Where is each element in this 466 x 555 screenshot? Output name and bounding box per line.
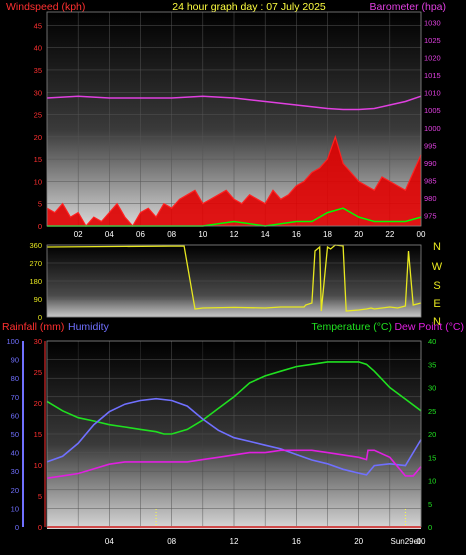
humidity-y-tick: 20 (11, 486, 19, 495)
baro-y-tick: 1005 (424, 106, 441, 115)
direction-panel-border (46, 244, 422, 318)
compass-e: E (433, 298, 440, 310)
wind-y-tick: 45 (34, 21, 42, 30)
temp-x-tick: 04 (105, 537, 114, 546)
temperature-chart: 0 10 20 30 40 50 60 70 80 90 100 0 5 10 15 20 25 30 0 5 10 15… (6, 337, 436, 546)
humidity-y-tick: 100 (6, 337, 19, 346)
header-barometer-label: Barometer (hpa) (370, 1, 446, 13)
rain-y-tick: 0 (38, 523, 42, 532)
baro-y-tick: 990 (424, 159, 437, 168)
baro-y-tick: 1015 (424, 71, 441, 80)
baro-y-tick: 985 (424, 176, 437, 185)
direction-y-tick: 0 (38, 313, 42, 322)
dewpoint-axis-title: Dew Point (°C) (394, 321, 464, 333)
wind-x-tick: 04 (105, 230, 114, 239)
wind-y-tick: 35 (34, 66, 42, 75)
wind-x-tick: 14 (261, 230, 270, 239)
baro-y-tick: 980 (424, 194, 437, 203)
wind-x-tick: 06 (136, 230, 145, 239)
direction-y-tick: 360 (29, 241, 42, 250)
wind-direction-line (46, 244, 422, 312)
temp-y-tick: 15 (428, 453, 436, 462)
humidity-y-tick: 90 (11, 356, 19, 365)
rain-y-tick: 25 (34, 368, 42, 377)
temp-y-tick: 40 (428, 337, 436, 346)
wind-x-tick: 10 (198, 230, 207, 239)
wind-y-tick: 30 (34, 88, 42, 97)
humidity-y-tick: 60 (11, 411, 19, 420)
humidity-line (46, 397, 422, 476)
wind-x-tick: 20 (354, 230, 363, 239)
temperature-axis-title: Temperature (°C) (311, 321, 392, 333)
wind-x-tick: 16 (292, 230, 301, 239)
temp-y-tick: 0 (428, 523, 432, 532)
wind-x-tick: 12 (230, 230, 239, 239)
barometer-line (46, 95, 422, 111)
dewpoint-line (46, 449, 422, 479)
wind-x-tick: 00 (417, 230, 426, 239)
wind-chart: 0510152025303540459759809859909951000100… (34, 11, 441, 239)
humidity-axis-title: Humidity (68, 321, 110, 333)
baro-y-tick: 1010 (424, 89, 441, 98)
compass-w: W (432, 261, 443, 273)
temperature-panel-border (46, 340, 422, 528)
baro-y-tick: 1030 (424, 19, 441, 28)
direction-chart: 0 90 180 270 360 (29, 241, 422, 322)
special-x-label: Sun29et (391, 537, 422, 546)
temp-y-tick: 25 (428, 407, 436, 416)
rain-y-tick: 30 (34, 337, 42, 346)
rain-y-tick: 10 (34, 461, 42, 470)
baro-y-tick: 975 (424, 211, 437, 220)
wind-panel-border (46, 11, 422, 227)
temp-x-tick: 08 (167, 537, 176, 546)
baro-y-tick: 1025 (424, 36, 441, 45)
compass-n-top: N (433, 241, 441, 253)
temp-x-tick: 16 (292, 537, 301, 546)
wind-y-tick: 20 (34, 133, 42, 142)
baro-y-tick: 1000 (424, 124, 441, 133)
humidity-y-tick: 30 (11, 467, 19, 476)
humidity-y-tick: 50 (11, 430, 19, 439)
temp-x-tick: 20 (354, 537, 363, 546)
compass-s: S (433, 280, 440, 292)
baro-y-tick: 1020 (424, 54, 441, 63)
rainfall-axis-title: Rainfall (mm) (2, 321, 64, 333)
temp-x-tick: 12 (230, 537, 239, 546)
baro-y-tick: 995 (424, 141, 437, 150)
temp-y-tick: 5 (428, 500, 432, 509)
humidity-y-tick: 10 (11, 504, 19, 513)
temp-x-tick: 00 (417, 537, 426, 546)
header-date-title: 24 hour graph day : 07 July 2025 (172, 1, 326, 13)
wind-y-tick: 15 (34, 155, 42, 164)
humidity-y-tick: 80 (11, 374, 19, 383)
wind-x-tick: 02 (74, 230, 83, 239)
temp-y-tick: 30 (428, 384, 436, 393)
wind-y-tick: 5 (38, 200, 42, 209)
temp-y-tick: 20 (428, 430, 436, 439)
compass-n-bottom: N (433, 316, 441, 328)
wind-x-tick: 22 (385, 230, 394, 239)
rain-y-tick: 5 (38, 492, 42, 501)
wind-y-tick: 10 (34, 177, 42, 186)
humidity-y-tick: 40 (11, 449, 19, 458)
wind-y-tick: 40 (34, 44, 42, 53)
wind-x-tick: 08 (167, 230, 176, 239)
direction-y-tick: 180 (29, 277, 42, 286)
humidity-y-tick: 0 (15, 523, 19, 532)
temp-y-tick: 35 (428, 360, 436, 369)
rain-y-tick: 15 (34, 430, 42, 439)
wind-y-tick: 0 (38, 222, 42, 231)
temp-y-tick: 10 (428, 477, 436, 486)
wind-y-tick: 25 (34, 111, 42, 120)
direction-y-tick: 270 (29, 259, 42, 268)
rain-y-tick: 20 (34, 399, 42, 408)
windspeed-line (46, 134, 422, 228)
direction-y-tick: 90 (34, 295, 42, 304)
humidity-y-tick: 70 (11, 393, 19, 402)
header-windspeed-label: Windspeed (kph) (6, 1, 85, 13)
temperature-line (46, 361, 422, 435)
wind-x-tick: 18 (323, 230, 332, 239)
